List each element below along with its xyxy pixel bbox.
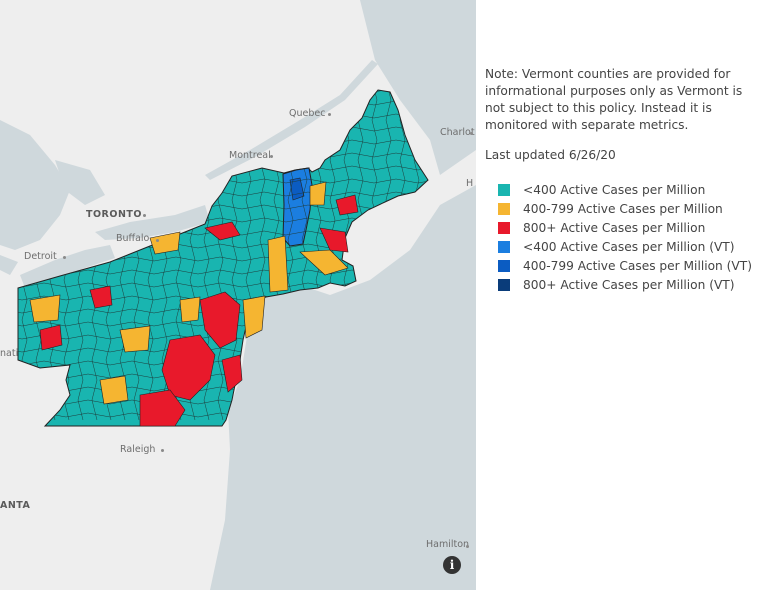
city-label-cincinnati: nati (0, 348, 19, 359)
legend-item[interactable]: 400-799 Active Cases per Million (498, 199, 755, 218)
legend-item[interactable]: <400 Active Cases per Million (VT) (498, 237, 755, 256)
region-outline (17, 89, 429, 427)
info-icon[interactable]: i (443, 556, 461, 574)
legend-item[interactable]: <400 Active Cases per Million (498, 180, 755, 199)
gulf-of-st-lawrence (360, 0, 476, 175)
legend-label: 800+ Active Cases per Million (523, 220, 706, 235)
city-dot-charlottetown (470, 132, 473, 135)
legend: <400 Active Cases per Million 400-799 Ac… (485, 180, 755, 294)
city-label-montreal: Montreal (229, 150, 271, 161)
city-dot-toronto (143, 214, 146, 217)
city-dot-detroit (63, 256, 66, 259)
legend-swatch (498, 278, 510, 291)
city-label-hamilton: Hamilton (426, 539, 470, 550)
city-dot-raleigh (161, 449, 164, 452)
legend-swatch (498, 183, 510, 196)
city-label-atlanta: ANTA (0, 500, 31, 511)
city-label-quebec: Quebec (289, 108, 326, 119)
lake-erie (20, 245, 115, 288)
legend-label: 800+ Active Cases per Million (VT) (523, 277, 735, 292)
city-label-raleigh: Raleigh (120, 444, 156, 455)
city-label-buffalo: Buffalo (116, 233, 150, 244)
georgian-bay (55, 160, 105, 205)
legend-panel: Note: Vermont counties are provided for … (485, 66, 755, 294)
city-dot-montreal (270, 155, 273, 158)
st-lawrence-river (205, 60, 378, 180)
legend-item[interactable]: 800+ Active Cases per Million (VT) (498, 275, 755, 294)
map-canvas[interactable] (0, 0, 476, 590)
note-text: Note: Vermont counties are provided for … (485, 67, 743, 132)
city-dot-hamilton (466, 545, 469, 548)
legend-item[interactable]: 800+ Active Cases per Million (498, 218, 755, 237)
hotspots (39, 194, 359, 427)
legend-swatch (498, 221, 510, 234)
city-label-charlottetown: Charlot (440, 127, 475, 138)
lake-st-clair (0, 255, 18, 275)
lake-huron (0, 120, 70, 250)
legend-label: <400 Active Cases per Million (VT) (523, 239, 735, 254)
city-dot-buffalo (156, 239, 159, 242)
orange-areas (29, 181, 349, 405)
city-dot-quebec (328, 113, 331, 116)
last-updated-text: Last updated 6/26/20 (485, 148, 616, 162)
legend-label: <400 Active Cases per Million (523, 182, 706, 197)
legend-swatch (498, 202, 510, 215)
legend-label: 400-799 Active Cases per Million (523, 201, 723, 216)
map-panel[interactable]: Quebec Montreal Charlot TORONTO Buffalo … (0, 0, 476, 590)
legend-label: 400-799 Active Cases per Million (VT) (523, 258, 752, 273)
legend-swatch (498, 240, 510, 253)
city-label-halifax: H (466, 178, 474, 189)
city-label-detroit: Detroit (24, 251, 57, 262)
legend-swatch (498, 259, 510, 272)
lake-ontario (95, 205, 210, 240)
legend-item[interactable]: 400-799 Active Cases per Million (VT) (498, 256, 755, 275)
city-label-toronto: TORONTO (86, 209, 142, 220)
